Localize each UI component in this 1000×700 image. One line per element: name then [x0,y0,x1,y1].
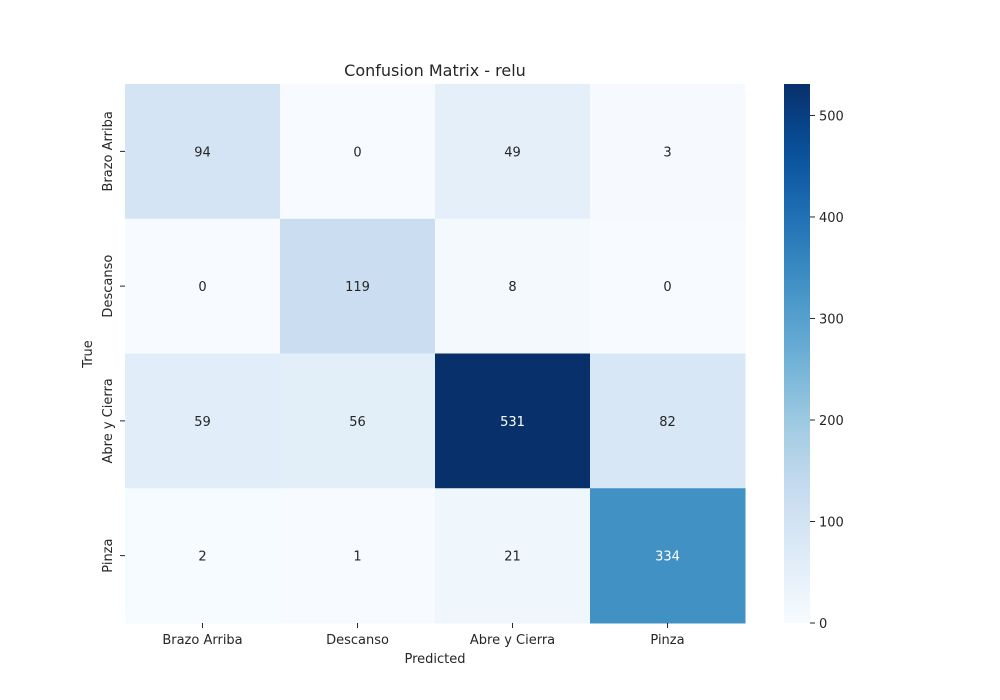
heatmap-cell [280,218,436,354]
heatmap-cell [435,488,591,624]
colorbar-tick-label: 0 [819,617,827,632]
y-tick-label: Pinza [101,539,116,573]
cell-value-label: 82 [659,415,676,430]
heatmap-cell [590,218,746,354]
colorbar [784,84,810,623]
heatmap-cell [590,84,746,220]
heatmap-cell [125,218,281,354]
x-tick-label: Abre y Cierra [470,633,555,648]
y-axis: Brazo Arriba Descanso Abre y Cierra Pinza [101,111,125,573]
colorbar-axis: 0 100 200 300 400 500 [810,109,844,632]
cell-value-label: 1 [353,550,361,565]
colorbar-tick-label: 500 [819,109,844,124]
cell-value-label: 8 [508,280,516,295]
cell-value-label: 56 [349,415,366,430]
heatmap-cell [590,353,746,489]
cell-value-label: 94 [194,145,211,160]
y-tick-label: Abre y Cierra [101,378,116,463]
heatmap-cell [280,488,436,624]
cell-value-label: 59 [194,415,211,430]
heatmap-cell [280,353,436,489]
heatmap-cell [435,84,591,220]
x-tick-label: Brazo Arriba [162,633,242,648]
heatmap-cell [125,84,281,220]
heatmap-cell [590,488,746,624]
cell-value-label: 0 [663,280,671,295]
chart-title: Confusion Matrix - relu [344,61,526,80]
heatmap-cells: 94 0 49 30 119 8 059 56 531 822 1 21 334 [125,84,746,624]
cell-value-label: 21 [504,550,521,565]
colorbar-tick-label: 200 [819,414,844,429]
cell-value-label: 334 [655,550,680,565]
colorbar-tick-label: 100 [819,515,844,530]
heatmap-cell [435,218,591,354]
cell-value-label: 49 [504,145,521,160]
x-tick-label: Descanso [326,633,389,648]
heatmap-cell [435,353,591,489]
colorbar-tick-label: 300 [819,312,844,327]
x-tick-label: Pinza [650,633,684,648]
cell-value-label: 3 [663,145,671,160]
heatmap-cell [125,488,281,624]
cell-value-label: 531 [500,415,525,430]
heatmap-cell [125,353,281,489]
colorbar-tick-label: 400 [819,211,844,226]
cell-value-label: 119 [345,280,370,295]
x-axis: Brazo Arriba Descanso Abre y Cierra Pinza [162,623,685,648]
y-axis-label: True [81,340,96,369]
y-tick-label: Descanso [101,255,116,318]
y-tick-label: Brazo Arriba [101,111,116,191]
heatmap-cell [280,84,436,220]
cell-value-label: 0 [198,280,206,295]
cell-value-label: 2 [198,550,206,565]
cell-value-label: 0 [353,145,361,160]
x-axis-label: Predicted [404,652,465,667]
